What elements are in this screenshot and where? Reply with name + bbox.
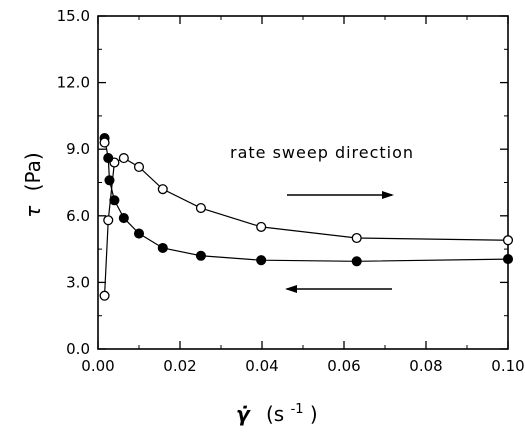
arrow-head	[285, 285, 297, 293]
open-circle-point	[103, 215, 114, 226]
svg-text:τ (Pa): τ (Pa)	[21, 152, 45, 217]
open-circle-point	[256, 221, 267, 232]
open-circle-point	[133, 161, 145, 173]
x-tick-label: 0.10	[491, 357, 524, 375]
filled-circle-point	[256, 255, 267, 266]
open-circle-point	[118, 153, 129, 164]
y-tick-label: 6.0	[66, 207, 90, 225]
y-tick-label: 3.0	[66, 273, 90, 291]
annotation-label: rate sweep direction	[230, 143, 414, 162]
y-axis-symbol: τ	[21, 205, 45, 218]
arrow-head	[382, 191, 394, 199]
plot-frame	[97, 15, 509, 350]
x-tick-label: 0.08	[409, 357, 442, 375]
x-tick-label: 0.06	[327, 357, 360, 375]
x-axis-symbol: γ̇	[236, 402, 251, 426]
y-axis-unit: (Pa)	[21, 152, 45, 191]
arrow-right	[287, 191, 394, 199]
filled-circle-point	[118, 212, 129, 224]
x-axis-unit-suffix: )	[310, 402, 318, 426]
filled-circle-point	[109, 195, 120, 206]
x-tick-label: 0.04	[245, 357, 278, 375]
y-tick-label: 0.0	[66, 340, 90, 358]
open-circle-point	[157, 184, 168, 195]
open-circle-point	[99, 290, 110, 301]
open-circle-point	[502, 235, 514, 246]
y-tick-label: 15.0	[57, 7, 90, 25]
filled-circle-point	[195, 250, 206, 261]
y-axis-label: τ (Pa)	[21, 152, 45, 217]
open-circle-point	[99, 137, 110, 148]
filled-circle-point	[104, 175, 115, 186]
axes-frame	[97, 15, 509, 350]
filled-circle-point	[351, 256, 362, 267]
filled-circle-point	[133, 228, 145, 239]
y-tick-label: 12.0	[57, 74, 90, 92]
x-axis-label: γ̇ (s -1 )	[236, 394, 318, 426]
x-tick-label: 0.00	[81, 357, 114, 375]
series-line	[103, 157, 509, 296]
open-circle-point	[195, 202, 206, 214]
arrow-left	[285, 285, 392, 293]
y-axis-ticks: 0.0 3.0 6.0 9.0 12.0 15.0	[57, 7, 508, 358]
x-axis-unit-exponent: -1	[291, 402, 304, 417]
x-axis-unit-prefix: (s	[266, 402, 284, 426]
y-tick-label: 9.0	[66, 140, 90, 158]
series-layer	[99, 133, 514, 301]
arrow-layer	[285, 191, 394, 293]
svg-text:γ̇ (s -1 ): γ̇ (s -1 )	[236, 394, 318, 426]
filled-circle-point	[502, 254, 514, 265]
x-tick-label: 0.02	[163, 357, 196, 375]
open-circle-point	[351, 232, 362, 244]
x-axis-ticks: 0.00 0.02 0.04 0.06 0.08 0.10	[81, 16, 525, 375]
filled-circle-point	[157, 242, 168, 254]
filled-circle-point	[103, 153, 114, 164]
